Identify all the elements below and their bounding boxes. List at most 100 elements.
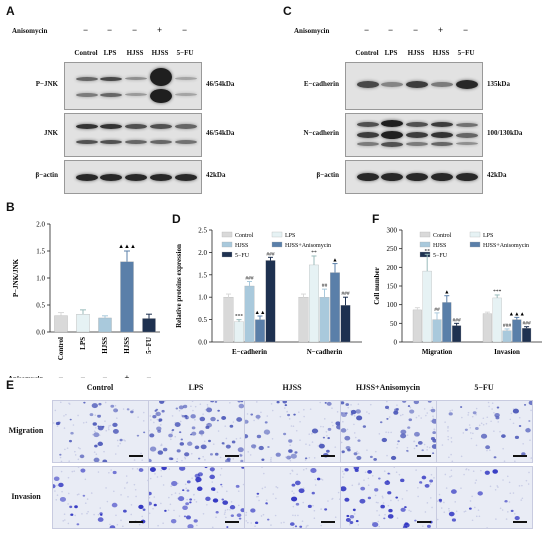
stained-cell (284, 404, 288, 407)
x-tick-label: N−cadherin (307, 348, 343, 356)
membrane-pore (54, 409, 57, 412)
legend-swatch (419, 231, 431, 238)
micrograph-column-label: LPS (188, 383, 204, 392)
stained-cell (419, 481, 423, 484)
membrane-pore (171, 432, 173, 434)
chart-d-relative-expression: 0.0 0.5 1.0 1.5 2.0 2.5 Relative proteins expr… (175, 227, 362, 356)
membrane-pore (72, 424, 75, 426)
membrane-pore (428, 446, 431, 449)
stained-cell (287, 413, 291, 417)
micrograph-image (148, 466, 245, 529)
stained-cell (193, 519, 198, 523)
bar (76, 314, 90, 333)
stained-cell (291, 496, 298, 502)
legend-label: 5−FU (235, 253, 250, 259)
bar (340, 305, 351, 343)
membrane-pore (469, 432, 472, 434)
membrane-pore (159, 424, 162, 426)
membrane-pore (450, 441, 453, 443)
stained-cell (484, 470, 490, 475)
y-tick-label: 2.5 (198, 227, 207, 235)
stained-cell (59, 453, 62, 456)
stained-cell (225, 444, 231, 449)
stained-cell (93, 457, 100, 462)
membrane-pore (480, 469, 482, 472)
stained-cell (304, 457, 308, 460)
stained-cell (344, 497, 350, 502)
membrane-pore (313, 509, 316, 512)
membrane-pore (356, 450, 358, 453)
membrane-pore (171, 415, 174, 417)
membrane-pore (529, 439, 531, 442)
stained-cell (240, 459, 244, 462)
membrane-pore (406, 446, 409, 449)
stained-cell (76, 523, 80, 526)
membrane-pore (463, 473, 465, 476)
stained-cell (191, 426, 196, 430)
micrograph-column-label: HJSS+Anisomycin (355, 383, 421, 392)
membrane-pore (514, 460, 516, 462)
significance-mark: ### (503, 323, 512, 329)
membrane-pore (226, 508, 229, 511)
stained-cell (400, 478, 405, 483)
membrane-pore (508, 501, 511, 503)
membrane-pore (84, 502, 87, 505)
membrane-pore (74, 450, 76, 453)
blot-membrane (345, 113, 483, 157)
membrane-pore (275, 497, 277, 500)
stained-cell (400, 507, 406, 512)
membrane-pore (499, 507, 502, 510)
membrane-pore (120, 519, 122, 522)
significance-mark: *** (235, 314, 244, 320)
membrane-pore (448, 510, 451, 512)
membrane-pore (327, 500, 329, 502)
membrane-pore (346, 428, 349, 431)
stained-cell (196, 486, 203, 491)
membrane-pore (154, 473, 156, 475)
membrane-pore (270, 456, 272, 459)
membrane-pore (382, 496, 384, 499)
panel-label-a: A (6, 4, 15, 18)
micrograph-image (148, 400, 245, 463)
protein-band (431, 82, 453, 87)
stained-cell (263, 429, 271, 435)
stained-cell (190, 414, 196, 419)
stained-cell (209, 453, 213, 456)
anisomycin-mark: − (83, 25, 89, 35)
stained-cell (431, 444, 436, 449)
membrane-pore (56, 494, 59, 496)
stained-cell (409, 409, 415, 414)
protein-band (150, 140, 172, 144)
membrane-pore (505, 518, 508, 520)
membrane-pore (62, 520, 65, 522)
membrane-pore (223, 513, 226, 515)
stained-cell (345, 517, 351, 522)
stained-cell (194, 445, 200, 450)
membrane-pore (120, 494, 122, 496)
membrane-pore (289, 459, 292, 462)
membrane-pore (63, 519, 66, 521)
stained-cell (161, 409, 165, 413)
bar (223, 297, 234, 343)
stained-cell (430, 408, 436, 413)
micrograph-image (436, 466, 533, 529)
membrane-pore (415, 416, 418, 419)
stained-cell (448, 412, 453, 416)
membrane-pore (76, 493, 79, 496)
bar (255, 319, 265, 343)
membrane-pore (518, 485, 521, 487)
membrane-pore (108, 428, 110, 431)
stained-cell (407, 405, 411, 407)
membrane-pore (176, 497, 179, 500)
membrane-pore (203, 440, 206, 443)
membrane-pore (142, 411, 145, 414)
stained-cell (98, 402, 102, 406)
stained-cell (393, 410, 399, 415)
protein-band (431, 132, 453, 138)
membrane-pore (152, 507, 154, 510)
stained-cell (112, 470, 117, 475)
membrane-pore (299, 439, 301, 441)
membrane-pore (480, 422, 483, 425)
membrane-pore (509, 492, 512, 495)
stained-cell (204, 467, 208, 469)
